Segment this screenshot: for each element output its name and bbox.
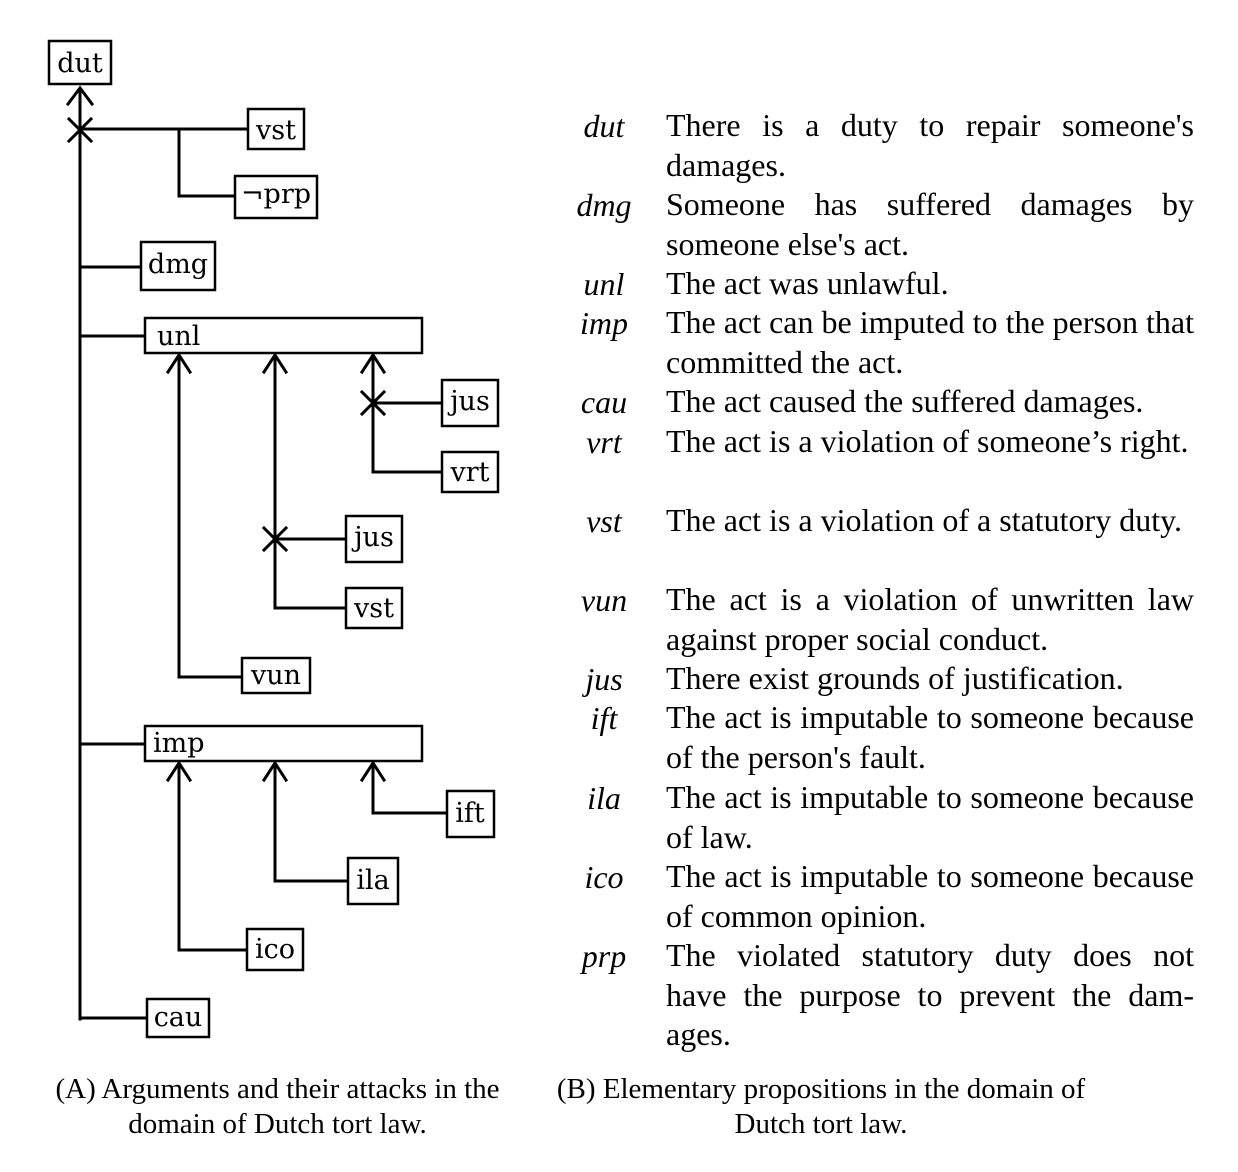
definition-ila: The act is imputable to someone be­cause… <box>666 779 1194 855</box>
term-vrt: vrt <box>586 424 622 460</box>
node-label-ico: ico <box>255 934 295 965</box>
node-label-vun: vun <box>250 660 301 691</box>
node-box-dut <box>47 39 113 86</box>
definition-imp: The act can be imputed to the person tha… <box>666 304 1194 380</box>
term-ift: ift <box>590 700 618 736</box>
node-label-dut: dut <box>57 48 103 79</box>
term-vun: vun <box>580 582 628 618</box>
definition-ift: The act is imputable to someone be­cause… <box>666 699 1194 775</box>
definition-vun: The act is a violation of unwritten law … <box>666 581 1194 657</box>
definition-ico: The act is imputable to someone be­cause… <box>666 858 1194 934</box>
node-label-not-prp: ¬prp <box>241 179 311 210</box>
definition-vst: The act is a violation of a statutory du… <box>666 502 1183 538</box>
term-dut: dut <box>583 108 625 144</box>
term-vst: vst <box>586 503 622 539</box>
node-label-vst-top: vst <box>255 115 296 146</box>
arrow-head-vrt <box>359 352 387 375</box>
node-box-jus-mid <box>344 514 404 564</box>
term-unl: unl <box>583 266 625 302</box>
arrow-head-dut <box>65 85 95 107</box>
node-box-unl <box>143 316 424 355</box>
arrow-head-vun <box>165 352 193 375</box>
arrow-head-ift <box>359 760 387 783</box>
node-label-ila: ila <box>356 865 389 896</box>
node-box-jus-right <box>440 378 500 428</box>
arrow-head-ila <box>261 760 289 783</box>
node-label-jus-right: jus <box>447 386 490 417</box>
node-label-cau: cau <box>154 1002 203 1033</box>
arrow-head-vst-mid <box>261 352 289 375</box>
node-label-ift: ift <box>455 798 485 829</box>
arrow-head-ico <box>165 760 193 783</box>
node-box-cau <box>145 997 211 1039</box>
node-box-ila <box>346 856 400 906</box>
term-imp: imp <box>580 305 628 341</box>
node-label-vrt: vrt <box>449 457 489 488</box>
node-box-dmg <box>139 240 217 292</box>
node-box-ift <box>445 789 496 839</box>
node-box-vrt <box>440 450 500 494</box>
term-ila: ila <box>587 780 621 816</box>
term-cau: cau <box>580 384 628 420</box>
node-box-not-prp <box>233 174 319 220</box>
definition-jus: There exist grounds of justification. <box>666 660 1124 696</box>
node-box-vst-mid <box>344 586 404 630</box>
node-label-jus-mid: jus <box>351 522 394 553</box>
node-box-vst-top <box>246 107 306 151</box>
definition-cau: The act caused the suffered damages. <box>666 383 1144 419</box>
definition-dmg: Someone has suffered damages by someone … <box>666 186 1194 262</box>
term-prp: prp <box>581 938 627 974</box>
definition-unl: The act was unlawful. <box>666 265 949 301</box>
caption-b: (B) Elementary propositions in the do­ma… <box>556 1073 1086 1140</box>
definition-vrt: The act is a violation of someone’s righ… <box>666 423 1189 459</box>
term-ico: ico <box>584 859 624 895</box>
node-box-imp <box>143 724 424 763</box>
node-label-imp: imp <box>153 728 205 759</box>
caption-a: (A) Arguments and their attacks in the d… <box>55 1073 500 1140</box>
argument-diagram: dut vst ¬prp dmg unl jus vrt jus vst vun… <box>47 39 500 1039</box>
node-label-vst-mid: vst <box>353 593 394 624</box>
definition-dut: There is a duty to repair someone's dama… <box>666 107 1194 183</box>
node-box-vun <box>240 656 312 695</box>
term-jus: jus <box>585 661 623 697</box>
node-label-unl: unl <box>157 321 200 352</box>
node-label-dmg: dmg <box>148 249 208 280</box>
node-box-ico <box>245 927 305 972</box>
definition-prp: The violated statutory duty does not hav… <box>666 937 1194 1052</box>
term-dmg: dmg <box>576 187 632 223</box>
